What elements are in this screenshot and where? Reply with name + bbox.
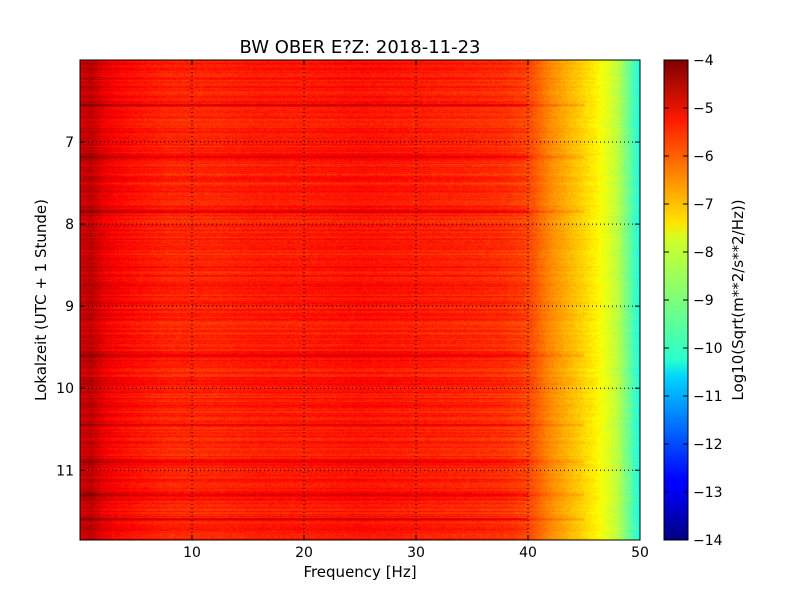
y-axis-label: Lokalzeit (UTC + 1 Stunde) [32,199,50,401]
y-tick-label: 11 [56,463,74,479]
y-axis: 7 8 9 10 11 [56,135,640,479]
colorbar-tick-label: −13 [693,485,723,501]
colorbar-tick-label: −8 [693,245,714,261]
colorbar-tick-label: −14 [693,533,723,549]
colorbar-tick-label: −7 [693,197,714,213]
colorbar-tick-label: −5 [693,101,714,117]
colorbar-tick-label: −6 [693,149,714,165]
x-tick-label: 30 [407,545,425,561]
x-axis-label: Frequency [Hz] [303,563,416,581]
colorbar: −4 −5 −6 −7 −8 −9 −10 −11 −12 −13 −14 [663,53,723,549]
y-tick-label: 8 [65,217,74,233]
grid-lines [80,60,640,540]
y-tick-label: 9 [65,299,74,315]
plot-frame [79,59,641,541]
colorbar-tick-label: −4 [693,53,714,69]
spectrogram-heatmap [80,60,640,540]
colorbar-tick-label: −9 [693,293,714,309]
colorbar-tick-label: −11 [693,389,723,405]
x-tick-label: 50 [631,545,649,561]
chart-title: BW OBER E?Z: 2018-11-23 [240,37,481,58]
plot-area: 10 20 30 40 50 7 8 9 10 11 [56,59,649,561]
y-tick-label: 10 [56,381,74,397]
colorbar-tick-label: −10 [693,341,723,357]
x-tick-label: 10 [183,545,201,561]
colorbar-label: Log10(Sqrt(m**2/s**2/Hz)) [729,199,747,400]
colorbar-ticks: −4 −5 −6 −7 −8 −9 −10 −11 −12 −13 −14 [664,53,723,549]
colorbar-tick-label: −12 [693,437,723,453]
y-tick-label: 7 [65,135,74,151]
x-tick-label: 20 [295,545,313,561]
x-tick-label: 40 [519,545,537,561]
x-axis: 10 20 30 40 50 [183,60,649,561]
